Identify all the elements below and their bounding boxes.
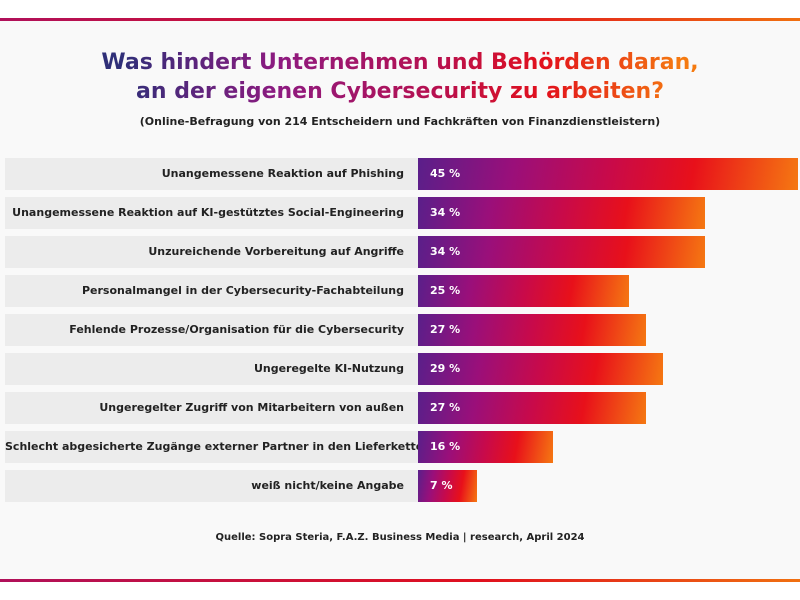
data-label: 34 % [430,245,461,258]
bar: 27 % [418,314,646,346]
bar-row: Ungeregelte KI-Nutzung 29 % [5,353,800,385]
category-label: Unangemessene Reaktion auf KI-gestütztes… [5,197,418,229]
title-line-1: Was hindert Unternehmen und Behörden dar… [101,50,699,75]
data-label: 27 % [430,401,461,414]
data-label: 34 % [430,206,461,219]
bar-row: weiß nicht/keine Angabe 7 % [5,470,800,502]
top-accent-line [0,18,800,21]
data-label: 45 % [430,167,461,180]
title-line-2: an der eigenen Cybersecurity zu arbeiten… [136,79,664,104]
data-label: 27 % [430,323,461,336]
category-label: Schlecht abgesicherte Zugänge externer P… [5,431,431,463]
category-label: Unzureichende Vorbereitung auf Angriffe [5,236,418,268]
bar: 45 % [418,158,798,190]
category-label: weiß nicht/keine Angabe [5,470,418,502]
category-label: Ungeregelte KI-Nutzung [5,353,418,385]
bar-row: Schlecht abgesicherte Zugänge externer P… [5,431,800,463]
category-label: Personalmangel in der Cybersecurity-Fach… [5,275,418,307]
data-label: 29 % [430,362,461,375]
data-label: 16 % [430,440,461,453]
chart-title: Was hindert Unternehmen und Behörden dar… [0,48,800,106]
bar-row: Unangemessene Reaktion auf KI-gestütztes… [5,197,800,229]
bar-row: Unangemessene Reaktion auf Phishing 45 % [5,158,800,190]
bar: 25 % [418,275,630,307]
category-label: Fehlende Prozesse/Organisation für die C… [5,314,418,346]
bar: 34 % [418,197,706,229]
bar: 7 % [418,470,478,502]
bar: 27 % [418,392,646,424]
data-label: 7 % [430,479,453,492]
category-label: Ungeregelter Zugriff von Mitarbeitern vo… [5,392,418,424]
bar: 16 % [418,431,554,463]
category-label: Unangemessene Reaktion auf Phishing [5,158,418,190]
source-note: Quelle: Sopra Steria, F.A.Z. Business Me… [215,532,585,543]
bottom-accent-line [0,579,800,582]
data-label: 25 % [430,284,461,297]
bar: 34 % [418,236,706,268]
bar: 29 % [418,353,663,385]
bar-row: Fehlende Prozesse/Organisation für die C… [5,314,800,346]
chart-subtitle: (Online-Befragung von 214 Entscheidern u… [139,115,661,128]
bar-row: Unzureichende Vorbereitung auf Angriffe 3… [5,236,800,268]
bar-row: Personalmangel in der Cybersecurity-Fach… [5,275,800,307]
bar-row: Ungeregelter Zugriff von Mitarbeitern vo… [5,392,800,424]
